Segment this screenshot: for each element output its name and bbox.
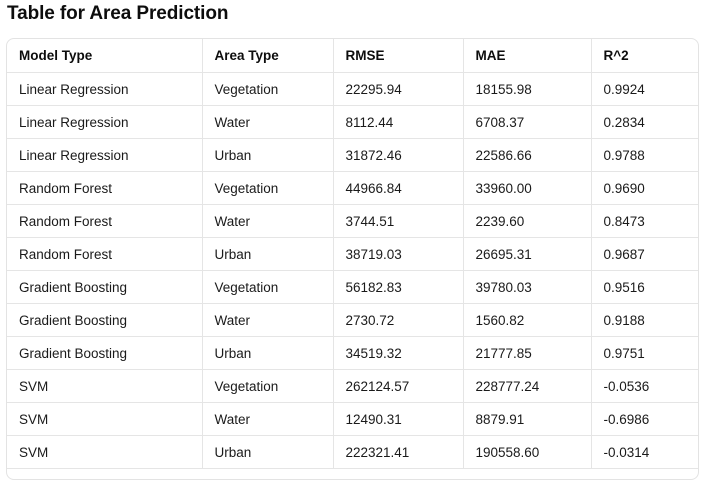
cell-r2: 0.9924: [591, 72, 698, 106]
results-table-container: Model Type Area Type RMSE MAE R^2 Linear…: [6, 38, 699, 480]
table-row: Random Forest Water 3744.51 2239.60 0.84…: [7, 204, 698, 238]
cell-mae: 39780.03: [463, 270, 592, 304]
cell-mae: 6708.37: [463, 105, 592, 139]
cell-area-type: Urban: [202, 435, 334, 469]
cell-r2: -0.6986: [591, 402, 698, 436]
cell-rmse: 44966.84: [333, 171, 464, 205]
cell-area-type: Water: [202, 204, 334, 238]
cell-area-type: Vegetation: [202, 369, 334, 403]
table-row: Gradient Boosting Water 2730.72 1560.82 …: [7, 303, 698, 337]
table-row: SVM Urban 222321.41 190558.60 -0.0314: [7, 435, 698, 469]
cell-area-type: Vegetation: [202, 72, 334, 106]
cell-rmse: 222321.41: [333, 435, 464, 469]
cell-area-type: Water: [202, 303, 334, 337]
table-row: Gradient Boosting Urban 34519.32 21777.8…: [7, 336, 698, 370]
cell-mae: 2239.60: [463, 204, 592, 238]
cell-model-type: SVM: [7, 402, 203, 436]
cell-area-type: Urban: [202, 138, 334, 172]
cell-area-type: Vegetation: [202, 270, 334, 304]
cell-r2: 0.9690: [591, 171, 698, 205]
cell-area-type: Urban: [202, 336, 334, 370]
cell-model-type: Random Forest: [7, 237, 203, 271]
results-table: Model Type Area Type RMSE MAE R^2 Linear…: [7, 39, 698, 469]
cell-mae: 228777.24: [463, 369, 592, 403]
table-row: SVM Water 12490.31 8879.91 -0.6986: [7, 402, 698, 436]
header-rmse: RMSE: [333, 39, 464, 73]
header-mae: MAE: [463, 39, 592, 73]
header-r2: R^2: [591, 39, 698, 73]
cell-r2: -0.0314: [591, 435, 698, 469]
cell-model-type: Random Forest: [7, 204, 203, 238]
cell-model-type: Gradient Boosting: [7, 303, 203, 337]
cell-model-type: Linear Regression: [7, 138, 203, 172]
cell-area-type: Urban: [202, 237, 334, 271]
cell-area-type: Water: [202, 105, 334, 139]
cell-r2: 0.9788: [591, 138, 698, 172]
cell-model-type: SVM: [7, 369, 203, 403]
cell-mae: 18155.98: [463, 72, 592, 106]
cell-rmse: 3744.51: [333, 204, 464, 238]
cell-rmse: 38719.03: [333, 237, 464, 271]
table-row: Linear Regression Vegetation 22295.94 18…: [7, 72, 698, 106]
table-row: Linear Regression Water 8112.44 6708.37 …: [7, 105, 698, 139]
cell-rmse: 34519.32: [333, 336, 464, 370]
cell-mae: 8879.91: [463, 402, 592, 436]
table-header-row: Model Type Area Type RMSE MAE R^2: [7, 39, 698, 73]
cell-r2: 0.2834: [591, 105, 698, 139]
cell-model-type: Linear Regression: [7, 105, 203, 139]
cell-area-type: Vegetation: [202, 171, 334, 205]
cell-rmse: 262124.57: [333, 369, 464, 403]
cell-mae: 21777.85: [463, 336, 592, 370]
cell-model-type: Random Forest: [7, 171, 203, 205]
table-row: Gradient Boosting Vegetation 56182.83 39…: [7, 270, 698, 304]
table-row: SVM Vegetation 262124.57 228777.24 -0.05…: [7, 369, 698, 403]
header-model-type: Model Type: [7, 39, 203, 73]
cell-model-type: Gradient Boosting: [7, 270, 203, 304]
cell-mae: 1560.82: [463, 303, 592, 337]
cell-r2: 0.9687: [591, 237, 698, 271]
cell-rmse: 22295.94: [333, 72, 464, 106]
cell-rmse: 2730.72: [333, 303, 464, 337]
table-row: Random Forest Vegetation 44966.84 33960.…: [7, 171, 698, 205]
cell-r2: -0.0536: [591, 369, 698, 403]
cell-rmse: 31872.46: [333, 138, 464, 172]
cell-model-type: SVM: [7, 435, 203, 469]
cell-area-type: Water: [202, 402, 334, 436]
page-title: Table for Area Prediction: [7, 3, 229, 24]
cell-mae: 22586.66: [463, 138, 592, 172]
cell-rmse: 12490.31: [333, 402, 464, 436]
cell-r2: 0.9751: [591, 336, 698, 370]
cell-mae: 190558.60: [463, 435, 592, 469]
cell-r2: 0.8473: [591, 204, 698, 238]
cell-mae: 26695.31: [463, 237, 592, 271]
cell-model-type: Gradient Boosting: [7, 336, 203, 370]
cell-r2: 0.9188: [591, 303, 698, 337]
cell-rmse: 56182.83: [333, 270, 464, 304]
cell-model-type: Linear Regression: [7, 72, 203, 106]
cell-mae: 33960.00: [463, 171, 592, 205]
header-area-type: Area Type: [202, 39, 334, 73]
table-row: Random Forest Urban 38719.03 26695.31 0.…: [7, 237, 698, 271]
cell-r2: 0.9516: [591, 270, 698, 304]
table-row: Linear Regression Urban 31872.46 22586.6…: [7, 138, 698, 172]
cell-rmse: 8112.44: [333, 105, 464, 139]
